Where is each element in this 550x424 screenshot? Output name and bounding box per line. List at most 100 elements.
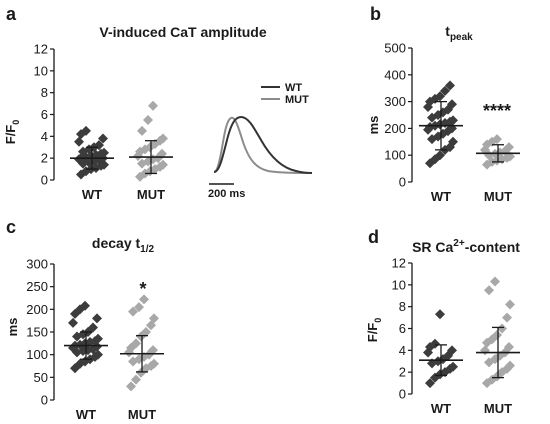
data-point-wt <box>99 147 109 158</box>
y-axis-label-d: F/F0 <box>365 318 383 343</box>
data-point-mut <box>141 327 151 337</box>
y-tick-label: 50 <box>34 370 48 385</box>
data-point-mut <box>505 299 515 310</box>
panel-title-d-sup: 2+ <box>453 238 465 249</box>
y-axis-label-b: ms <box>366 116 381 135</box>
data-point-mut <box>505 360 515 371</box>
data-point-mut <box>492 330 502 341</box>
y-tick-label: 8 <box>399 299 406 314</box>
y-tick-label: 300 <box>384 94 406 109</box>
x-category-label-wt: WT <box>431 401 451 416</box>
y-tick-label: 100 <box>26 347 48 362</box>
data-point-mut <box>131 338 141 349</box>
trace-mut <box>213 116 309 174</box>
significance-b: **** <box>483 101 511 121</box>
y-tick-label: 10 <box>392 277 406 292</box>
y-tick-label: 8 <box>41 85 48 100</box>
svg-text:F/F0: F/F0 <box>365 318 383 343</box>
data-point-wt <box>440 85 450 96</box>
data-point-wt <box>447 99 457 110</box>
data-point-mut <box>148 100 158 111</box>
panel-title-b: tpeak <box>445 23 473 43</box>
panel-title-c-main: decay t <box>92 235 141 251</box>
data-point-mut <box>143 114 153 125</box>
y-axis-label-d-main: F/F <box>365 323 380 343</box>
data-point-mut <box>149 313 159 324</box>
data-point-mut <box>158 159 168 170</box>
data-point-mut <box>137 125 147 136</box>
trace-wt <box>213 115 313 174</box>
y-axis-label-a-main: F/F <box>3 125 18 145</box>
x-category-label-wt: WT <box>431 189 451 204</box>
y-tick-label: 100 <box>384 148 406 163</box>
data-point-wt <box>445 80 455 91</box>
data-point-mut <box>504 342 514 353</box>
data-point-mut <box>134 302 144 313</box>
significance-c: * <box>139 279 146 299</box>
x-category-label-mut: MUT <box>137 187 165 202</box>
data-point-wt <box>435 91 445 102</box>
panel-title-b-main: t <box>445 23 450 39</box>
x-category-label-wt: WT <box>82 187 102 202</box>
legend-label-wt: WT <box>285 82 302 94</box>
panel-title-d-main: SR Ca <box>412 239 453 255</box>
data-point-mut <box>490 276 500 287</box>
panel-label-a: a <box>6 4 17 24</box>
plot-area-d: 0 2 4 6 8 10 12 WT MUT <box>392 256 520 416</box>
y-tick-label: 200 <box>26 302 48 317</box>
y-tick-label: 4 <box>399 343 406 358</box>
panel-c: c decay t1/2 ms * 0 50 100 150 200 250 300 WT MU… <box>5 217 164 422</box>
data-point-mut <box>484 285 494 296</box>
data-point-mut <box>128 306 138 317</box>
data-point-mut <box>497 323 507 334</box>
data-point-wt <box>81 125 91 136</box>
trace-inset: 200 ms WT MUT <box>208 82 313 200</box>
y-tick-label: 12 <box>392 256 406 271</box>
y-axis-label-c: ms <box>5 318 20 337</box>
y-tick-label: 500 <box>384 41 406 56</box>
data-point-wt <box>68 317 78 328</box>
data-point-mut <box>158 133 168 144</box>
data-point-wt <box>80 300 90 311</box>
panel-title-c-sub: 1/2 <box>140 244 154 255</box>
panel-label-b: b <box>370 4 381 24</box>
data-point-mut <box>149 358 159 369</box>
y-tick-label: 6 <box>399 321 406 336</box>
y-tick-label: 10 <box>34 63 48 78</box>
data-point-wt <box>92 313 102 324</box>
panel-label-c: c <box>6 217 16 237</box>
data-point-mut <box>504 142 514 153</box>
data-point-wt <box>425 378 435 389</box>
data-point-wt <box>448 361 458 372</box>
data-point-mut <box>126 381 136 392</box>
data-point-wt <box>88 322 98 333</box>
y-tick-label: 0 <box>41 393 48 408</box>
data-point-wt <box>93 349 103 360</box>
x-category-label-wt: WT <box>76 407 96 422</box>
data-point-wt <box>430 338 440 349</box>
y-tick-label: 200 <box>384 121 406 136</box>
data-point-mut <box>131 374 141 385</box>
y-tick-label: 4 <box>41 129 48 144</box>
y-axis-label-a: F/F0 <box>3 120 21 145</box>
data-point-wt <box>435 309 445 320</box>
data-point-mut <box>492 134 502 145</box>
y-tick-label: 6 <box>41 107 48 122</box>
data-point-mut <box>148 345 158 356</box>
y-tick-label: 12 <box>34 42 48 57</box>
panel-a: a V-induced CaT amplitude F/F0 024681012… <box>3 4 267 202</box>
data-point-mut <box>480 345 490 356</box>
y-tick-label: 0 <box>41 173 48 188</box>
panel-b: b tpeak ms **** 0 100 200 300 400 500 WT MUT <box>366 4 520 204</box>
y-tick-label: 300 <box>26 257 48 272</box>
data-point-wt <box>435 150 445 161</box>
data-point-wt <box>93 333 103 344</box>
y-tick-label: 250 <box>26 279 48 294</box>
x-category-label-mut: MUT <box>484 401 512 416</box>
plot-area-c: 0 50 100 150 200 250 300 WT MUT <box>26 257 164 422</box>
panel-title-a: V-induced CaT amplitude <box>99 24 266 40</box>
panel-title-d-rest: -content <box>465 239 521 255</box>
data-point-wt <box>74 136 84 147</box>
